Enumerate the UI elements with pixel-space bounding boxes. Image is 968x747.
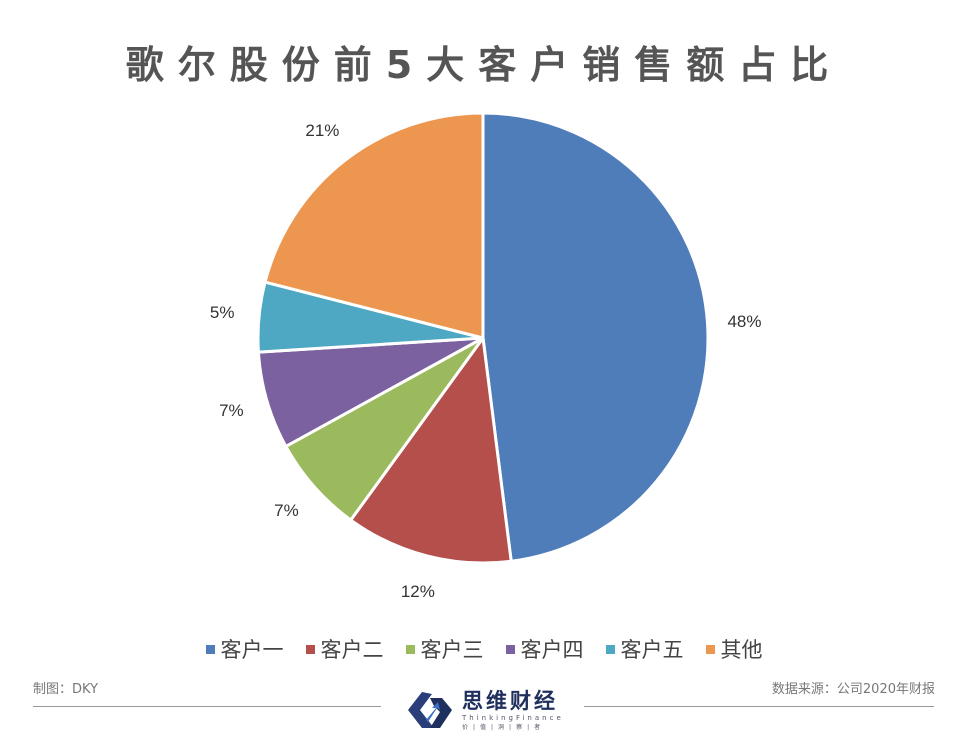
slice-percent-label: 5% — [209, 303, 235, 323]
legend-label: 其他 — [720, 638, 763, 662]
legend-swatch-icon — [205, 644, 215, 654]
legend-item: 客户三 — [405, 634, 484, 664]
slice-percent-label: 21% — [305, 120, 340, 140]
legend-item: 客户一 — [205, 634, 284, 664]
legend-label: 客户四 — [520, 638, 584, 662]
logo-name: 思维财经 — [462, 688, 558, 713]
data-source: 数据来源：公司2020年财报 — [771, 682, 935, 697]
slice-percent-label: 48% — [727, 311, 762, 331]
legend-swatch-icon — [305, 644, 315, 654]
brand-logo: 思维财经 ThinkingFinance 价|值|洞|察|者 — [404, 684, 580, 736]
legend-item: 客户四 — [505, 634, 584, 664]
footer-divider-right — [584, 706, 934, 707]
slice-percent-label: 12% — [400, 581, 435, 601]
slice-percent-label: 7% — [219, 401, 244, 421]
legend-item: 其他 — [705, 634, 763, 664]
legend: 客户一 客户二 客户三 客户四 客户五 其他 — [0, 634, 968, 664]
slice-percent-label: 7% — [274, 501, 299, 521]
legend-label: 客户二 — [320, 638, 384, 662]
legend-label: 客户五 — [620, 638, 684, 662]
author-credit: 制图：DKY — [33, 682, 99, 697]
legend-label: 客户一 — [220, 638, 284, 662]
pie-slice — [481, 111, 710, 563]
legend-swatch-icon — [505, 644, 515, 654]
logo-tagline-cn: 价|值|洞|察|者 — [462, 723, 546, 731]
legend-item: 客户五 — [605, 634, 684, 664]
legend-swatch-icon — [405, 644, 415, 654]
logo-tagline-en: ThinkingFinance — [462, 713, 564, 722]
pie-slice — [263, 111, 485, 340]
legend-swatch-icon — [605, 644, 615, 654]
pie-slice — [348, 334, 513, 565]
legend-item: 客户二 — [305, 634, 384, 664]
legend-swatch-icon — [705, 644, 715, 654]
chart-title: 歌尔股份前5大客户销售额占比 — [125, 43, 843, 87]
legend-label: 客户三 — [420, 638, 484, 662]
logo-mark-icon — [408, 692, 452, 728]
footer-divider-left — [33, 706, 381, 707]
